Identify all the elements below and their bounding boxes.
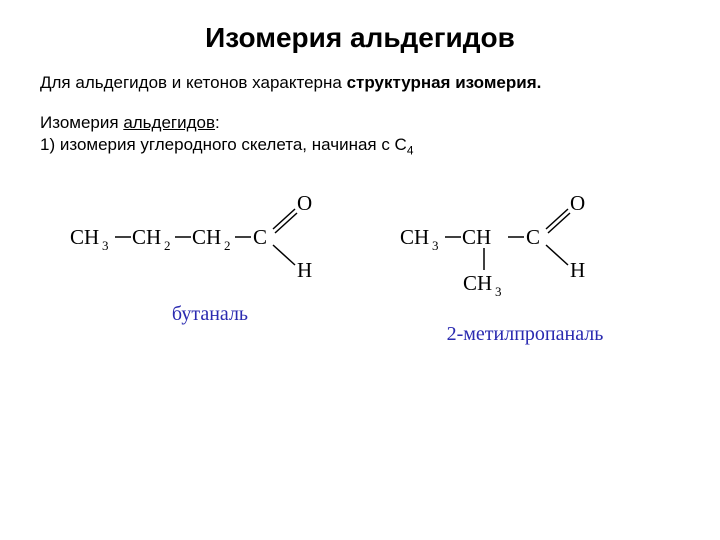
svg-text:3: 3 <box>432 238 439 253</box>
molecule-2-methylpropanal: CH3CHCOHCH3 2-метилпропаналь <box>400 187 650 346</box>
caption-butanal: бутаналь <box>172 303 248 326</box>
intro-text-bold: структурная изомерия. <box>347 73 542 92</box>
intro-text-plain: Для альдегидов и кетонов характерна <box>40 73 347 92</box>
svg-text:O: O <box>570 191 585 215</box>
svg-text:H: H <box>297 258 312 282</box>
point-1-subscript: 4 <box>407 143 414 157</box>
svg-text:3: 3 <box>495 284 502 299</box>
caption-2-methylpropanal: 2-метилпропаналь <box>447 323 604 346</box>
methylpropanal-structure-svg: CH3CHCOHCH3 <box>400 187 650 317</box>
svg-text:2: 2 <box>224 238 231 253</box>
subheading: Изомерия альдегидов: <box>40 113 680 133</box>
subheading-underlined: альдегидов <box>123 113 215 132</box>
slide-page: Изомерия альдегидов Для альдегидов и кет… <box>0 0 720 540</box>
svg-text:CH: CH <box>132 225 161 249</box>
svg-text:CH: CH <box>462 225 491 249</box>
svg-text:3: 3 <box>102 238 109 253</box>
point-1-text: 1) изомерия углеродного скелета, начиная… <box>40 135 407 154</box>
intro-paragraph: Для альдегидов и кетонов характерна стру… <box>40 72 680 95</box>
point-1: 1) изомерия углеродного скелета, начиная… <box>40 135 680 157</box>
butanal-structure-svg: CH3CH2CH2COH <box>70 187 350 297</box>
svg-text:2: 2 <box>164 238 171 253</box>
structures-row: CH3CH2CH2COH бутаналь CH3CHCOHCH3 2-мети… <box>70 187 680 346</box>
svg-text:H: H <box>570 258 585 282</box>
page-title: Изомерия альдегидов <box>40 22 680 54</box>
svg-text:CH: CH <box>400 225 429 249</box>
svg-text:CH: CH <box>463 271 492 295</box>
subheading-tail: : <box>215 113 220 132</box>
svg-text:CH: CH <box>70 225 99 249</box>
svg-text:CH: CH <box>192 225 221 249</box>
molecule-butanal: CH3CH2CH2COH бутаналь <box>70 187 350 326</box>
svg-text:C: C <box>526 225 540 249</box>
svg-text:O: O <box>297 191 312 215</box>
svg-text:C: C <box>253 225 267 249</box>
subheading-plain: Изомерия <box>40 113 123 132</box>
